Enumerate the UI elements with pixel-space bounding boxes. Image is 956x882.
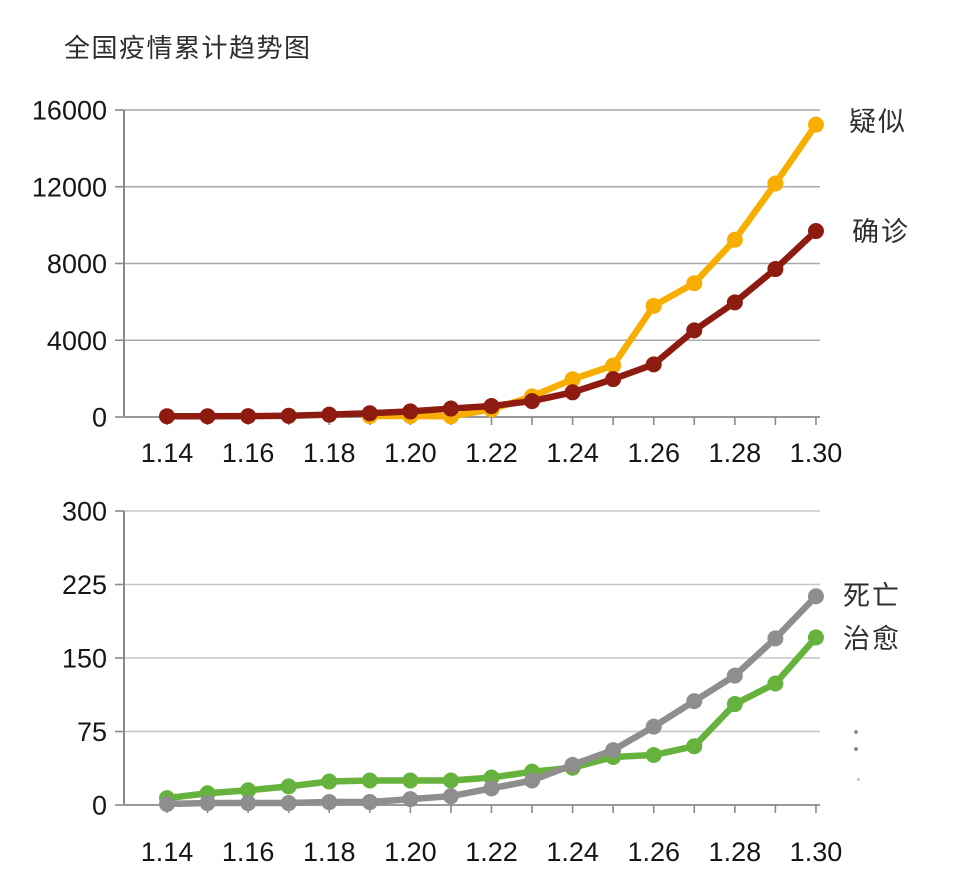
x-tick-label: 1.24 xyxy=(546,837,599,867)
legend-cured: 治愈 xyxy=(843,624,901,654)
x-tick-label: 1.20 xyxy=(384,837,437,867)
y-tick-label: 225 xyxy=(62,570,107,600)
data-point-deaths xyxy=(240,795,257,812)
legend-deaths: 死亡 xyxy=(843,581,901,611)
stray-dot xyxy=(854,730,858,734)
x-tick-label: 1.20 xyxy=(384,438,437,468)
data-point-confirmed xyxy=(280,407,297,424)
data-point-confirmed xyxy=(524,393,541,410)
data-point-confirmed xyxy=(645,356,662,373)
y-tick-label: 16000 xyxy=(32,96,107,126)
stray-dot xyxy=(854,747,858,751)
data-point-suspected xyxy=(605,357,622,374)
data-point-deaths xyxy=(159,796,175,813)
data-point-deaths xyxy=(807,588,824,605)
data-point-confirmed xyxy=(321,406,338,423)
stray-dot xyxy=(857,778,860,781)
legend-confirmed: 确诊 xyxy=(852,217,910,247)
y-tick-label: 4000 xyxy=(47,326,107,356)
data-point-suspected xyxy=(686,275,703,292)
y-tick-label: 0 xyxy=(92,403,107,433)
data-point-deaths xyxy=(442,788,459,805)
x-tick-label: 1.16 xyxy=(222,438,275,468)
data-point-deaths xyxy=(361,794,378,811)
legend-suspected: 疑似 xyxy=(849,107,907,137)
y-tick-label: 0 xyxy=(92,791,107,821)
x-tick-label: 1.28 xyxy=(709,837,762,867)
data-point-cured xyxy=(686,738,703,755)
data-point-cured xyxy=(361,772,378,789)
data-point-suspected xyxy=(645,297,662,314)
data-point-cured xyxy=(726,696,743,713)
data-point-suspected xyxy=(726,231,743,248)
data-point-cured xyxy=(767,675,784,692)
x-tick-label: 1.26 xyxy=(627,837,680,867)
data-point-deaths xyxy=(564,756,581,773)
y-tick-label: 300 xyxy=(62,497,107,527)
x-tick-label: 1.26 xyxy=(627,438,680,468)
x-tick-label: 1.30 xyxy=(790,837,843,867)
data-point-cured xyxy=(807,629,824,646)
data-point-confirmed xyxy=(686,322,703,339)
data-point-deaths xyxy=(726,667,743,684)
data-point-cured xyxy=(402,772,419,789)
y-tick-label: 8000 xyxy=(47,249,107,279)
x-tick-label: 1.22 xyxy=(465,837,518,867)
data-point-cured xyxy=(240,782,257,799)
x-tick-label: 1.16 xyxy=(222,837,275,867)
x-tick-label: 1.24 xyxy=(546,438,599,468)
x-tick-label: 1.30 xyxy=(790,438,843,468)
data-point-confirmed xyxy=(483,398,500,415)
data-point-deaths xyxy=(402,791,419,808)
data-point-confirmed xyxy=(159,408,175,425)
data-point-cured xyxy=(280,778,297,795)
x-tick-label: 1.28 xyxy=(709,438,762,468)
data-point-confirmed xyxy=(767,261,784,278)
data-point-cured xyxy=(442,772,459,789)
data-point-deaths xyxy=(321,794,338,811)
data-point-confirmed xyxy=(361,405,378,422)
data-point-confirmed xyxy=(726,294,743,311)
x-tick-label: 1.18 xyxy=(303,438,356,468)
data-point-cured xyxy=(645,747,662,764)
y-tick-label: 150 xyxy=(62,644,107,674)
data-point-deaths xyxy=(280,795,297,812)
page-title: 全国疫情累计趋势图 xyxy=(64,33,312,63)
data-point-suspected xyxy=(767,175,784,192)
data-point-deaths xyxy=(686,693,703,710)
data-point-confirmed xyxy=(240,408,257,425)
data-point-deaths xyxy=(605,742,622,759)
data-point-confirmed xyxy=(807,223,824,240)
data-point-confirmed xyxy=(442,400,459,417)
data-point-deaths xyxy=(524,772,541,789)
x-tick-label: 1.18 xyxy=(303,837,356,867)
data-point-confirmed xyxy=(564,384,581,401)
data-point-deaths xyxy=(483,780,500,797)
y-tick-label: 75 xyxy=(77,717,107,747)
data-point-confirmed xyxy=(605,371,622,388)
data-point-deaths xyxy=(767,630,784,647)
series-line-suspected xyxy=(366,121,820,420)
x-tick-label: 1.14 xyxy=(141,837,194,867)
y-tick-label: 12000 xyxy=(32,172,107,202)
data-point-deaths xyxy=(199,795,216,812)
data-point-suspected xyxy=(564,371,581,388)
x-tick-label: 1.14 xyxy=(141,438,194,468)
x-tick-label: 1.22 xyxy=(465,438,518,468)
data-point-confirmed xyxy=(402,403,419,420)
data-point-confirmed xyxy=(199,408,216,425)
data-point-suspected xyxy=(807,116,824,133)
data-point-cured xyxy=(321,773,338,790)
data-point-deaths xyxy=(645,718,662,735)
